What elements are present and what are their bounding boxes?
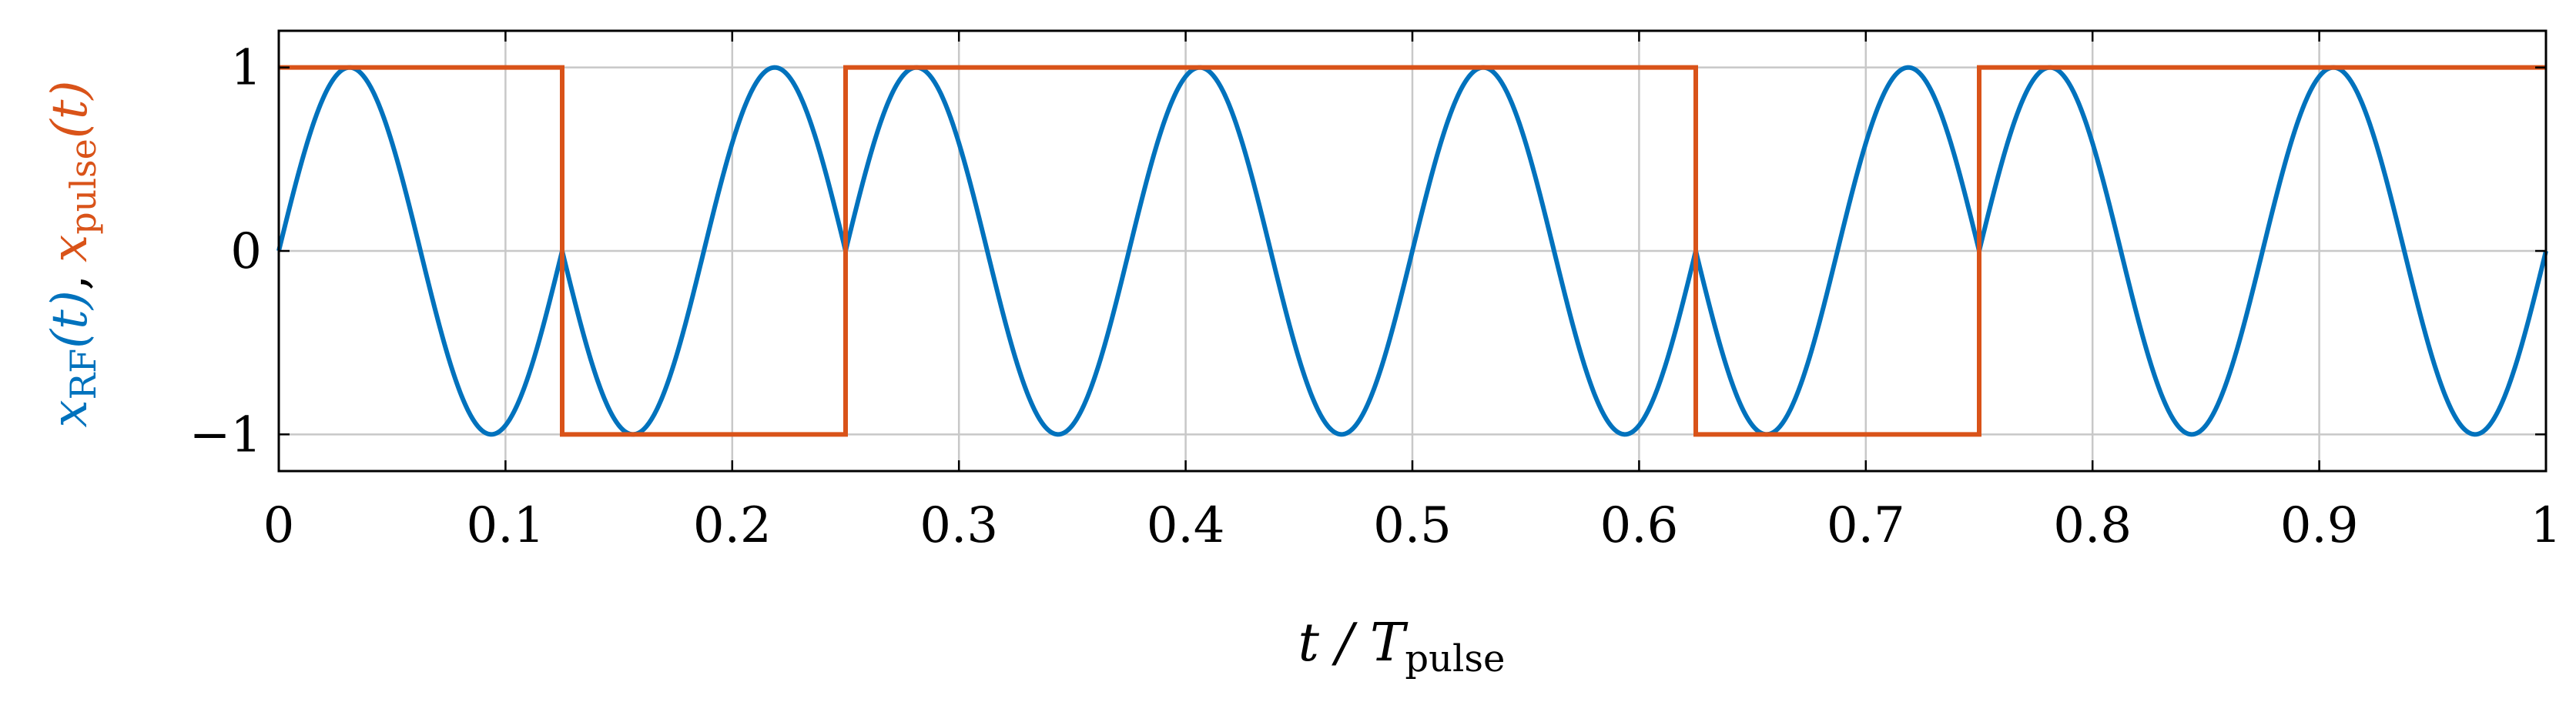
x-tick-label: 0 bbox=[263, 497, 295, 554]
y-label-separator: , bbox=[42, 275, 99, 290]
x-tick-label: 0.4 bbox=[1147, 497, 1225, 554]
x-axis-label-main: t / T bbox=[1298, 613, 1409, 674]
y-axis-label: xRF(t),xpulse(t) bbox=[42, 80, 104, 427]
y-label-pulse-arg: (t) bbox=[42, 80, 99, 139]
series-line-pulse bbox=[279, 65, 2546, 437]
x-tick-label: 1 bbox=[2531, 497, 2562, 554]
series-layer bbox=[276, 65, 2548, 437]
y-label-pulse-main: x bbox=[42, 235, 99, 262]
y-label-rf-main: x bbox=[42, 399, 99, 427]
x-tick-label: 0.1 bbox=[467, 497, 545, 554]
x-tick-label: 0.3 bbox=[920, 497, 998, 554]
y-label-pulse-sub: pulse bbox=[62, 139, 104, 235]
y-label-rf-arg: (t) bbox=[42, 290, 99, 349]
ticks bbox=[277, 31, 2548, 471]
tick-labels: 0 0.1 0.2 0.3 0.4 0.5 0.6 0.7 0.8 0.9 1−101 bbox=[189, 40, 2562, 554]
y-tick-label: 1 bbox=[230, 40, 262, 97]
series-line-rf bbox=[276, 65, 2548, 437]
y-tick-label: 0 bbox=[230, 223, 262, 280]
x-tick-label: 0.2 bbox=[693, 497, 772, 554]
x-tick-label: 0.5 bbox=[1373, 497, 1452, 554]
x-axis-label: t / Tpulse bbox=[1298, 613, 1506, 680]
y-label-rf-sub: RF bbox=[62, 349, 104, 400]
x-tick-label: 0.8 bbox=[2053, 497, 2132, 554]
y-tick-label: −1 bbox=[189, 406, 262, 463]
x-axis-label-sub: pulse bbox=[1405, 637, 1505, 680]
x-tick-label: 0.7 bbox=[1827, 497, 1905, 554]
x-tick-label: 0.9 bbox=[2280, 497, 2359, 554]
x-tick-label: 0.6 bbox=[1600, 497, 1679, 554]
